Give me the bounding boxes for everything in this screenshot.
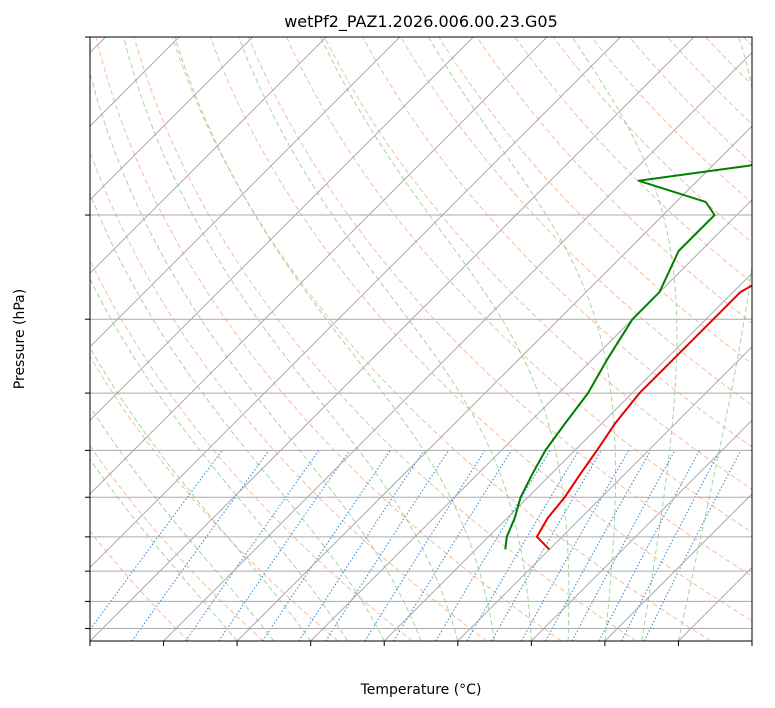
- dry-adiabat-line: [171, 37, 712, 641]
- isotherm-line: [310, 198, 752, 641]
- mixing-ratio-line: [131, 450, 270, 641]
- background-lines: [90, 37, 752, 641]
- profile-lines: [504, 164, 752, 551]
- dry-adiabat-line: [90, 530, 190, 641]
- moist-adiabat-line: [90, 405, 275, 641]
- x-axis-label: Temperature (°C): [360, 682, 482, 698]
- mixing-ratio-line: [643, 450, 742, 641]
- moist-adiabat-line: [90, 192, 385, 641]
- dewpoint-profile-line: [504, 164, 752, 550]
- isotherm-line: [604, 493, 752, 641]
- moist-adiabat-line: [571, 37, 678, 641]
- y-axis-label: Pressure (hPa): [12, 289, 28, 389]
- moist-adiabat-line: [123, 37, 459, 641]
- isotherm-line: [90, 37, 548, 495]
- dry-adiabat-line: [90, 355, 339, 641]
- mixing-ratio-line: [598, 450, 701, 641]
- mixing-ratio-line: [90, 450, 223, 631]
- mixing-ratio-line: [262, 450, 391, 641]
- dry-adiabat-line: [90, 444, 264, 641]
- dry-adiabat-line: [514, 37, 752, 284]
- mixing-ratio-line: [298, 450, 425, 641]
- dry-adiabat-line: [95, 37, 562, 641]
- isotherm-line: [163, 51, 752, 641]
- mixing-ratio-line: [571, 450, 676, 641]
- dry-adiabat-line: [209, 37, 752, 622]
- isotherm-line: [90, 37, 695, 641]
- temperature-profile-line: [535, 284, 752, 551]
- moist-adiabat-line: [90, 277, 348, 641]
- dry-adiabat-line: [324, 37, 752, 490]
- dry-adiabat-line: [400, 37, 752, 406]
- isotherm-line: [90, 37, 254, 201]
- dry-adiabat-line: [476, 37, 752, 324]
- dry-adiabat-line: [90, 150, 488, 641]
- moist-adiabat-line: [320, 37, 570, 641]
- dry-adiabat-line: [247, 37, 752, 577]
- axes: [85, 36, 753, 646]
- mixing-ratio-line: [393, 450, 512, 641]
- moist-adiabat-line: [174, 37, 496, 641]
- mixing-ratio-line: [218, 450, 351, 641]
- plot-frame: [89, 36, 753, 642]
- moist-adiabat-line: [238, 37, 532, 641]
- mixing-ratio-line: [545, 450, 652, 641]
- mixing-ratio-line: [621, 450, 721, 641]
- mixing-ratio-line: [364, 450, 486, 641]
- isotherm-line: [90, 37, 327, 274]
- isotherm-line: [457, 346, 752, 641]
- moist-adiabat-line: [90, 458, 238, 641]
- isotherm-line: [530, 419, 752, 641]
- grid-lines: [90, 37, 752, 641]
- isotherm-line: [383, 272, 752, 641]
- mixing-ratio-line: [325, 450, 450, 641]
- isotherm-line: [236, 125, 752, 641]
- mixing-ratio-line: [521, 450, 630, 641]
- moist-adiabat-line: [677, 37, 752, 641]
- mixing-ratio-line: [435, 450, 551, 641]
- dry-adiabat-line: [133, 37, 637, 641]
- moist-adiabat-line: [428, 37, 617, 641]
- mixing-ratio-line: [185, 450, 320, 641]
- isotherm-line: [90, 37, 401, 348]
- isotherm-line: [90, 37, 474, 422]
- chart-title: wetPf2_PAZ1.2026.006.00.23.G05: [284, 12, 558, 32]
- isotherm-line: [90, 37, 621, 569]
- moist-adiabat-line: [90, 71, 422, 641]
